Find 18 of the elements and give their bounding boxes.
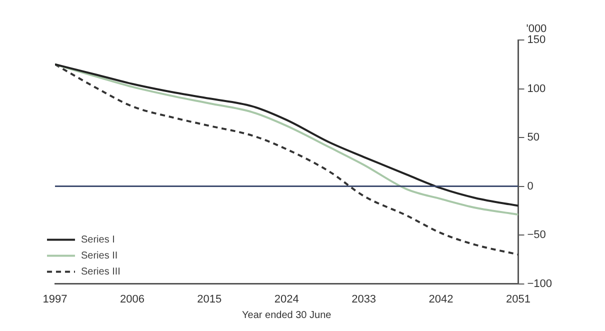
x-tick-label: 2033 xyxy=(352,293,376,306)
y-axis-title: '000 xyxy=(526,23,547,35)
y-tick-label: 0 xyxy=(527,180,534,192)
y-tick-label: 150 xyxy=(527,34,546,46)
x-tick-label: 2024 xyxy=(274,293,299,306)
legend-label: Series II xyxy=(81,250,118,262)
x-tick-label: 1997 xyxy=(42,293,68,306)
y-tick-label: −50 xyxy=(527,229,546,242)
legend-label: Series III xyxy=(81,266,120,278)
x-tick-label: 2042 xyxy=(428,293,454,306)
y-tick-label: 50 xyxy=(527,132,540,144)
x-tick-label: 2051 xyxy=(506,293,530,306)
x-tick-label: 2015 xyxy=(197,293,222,306)
x-axis-title: Year ended 30 June xyxy=(242,310,332,321)
legend-label: Series I xyxy=(81,234,115,246)
y-tick-label: −100 xyxy=(527,278,552,290)
x-tick-label: 2006 xyxy=(120,293,144,306)
y-tick-label: 100 xyxy=(527,82,546,95)
